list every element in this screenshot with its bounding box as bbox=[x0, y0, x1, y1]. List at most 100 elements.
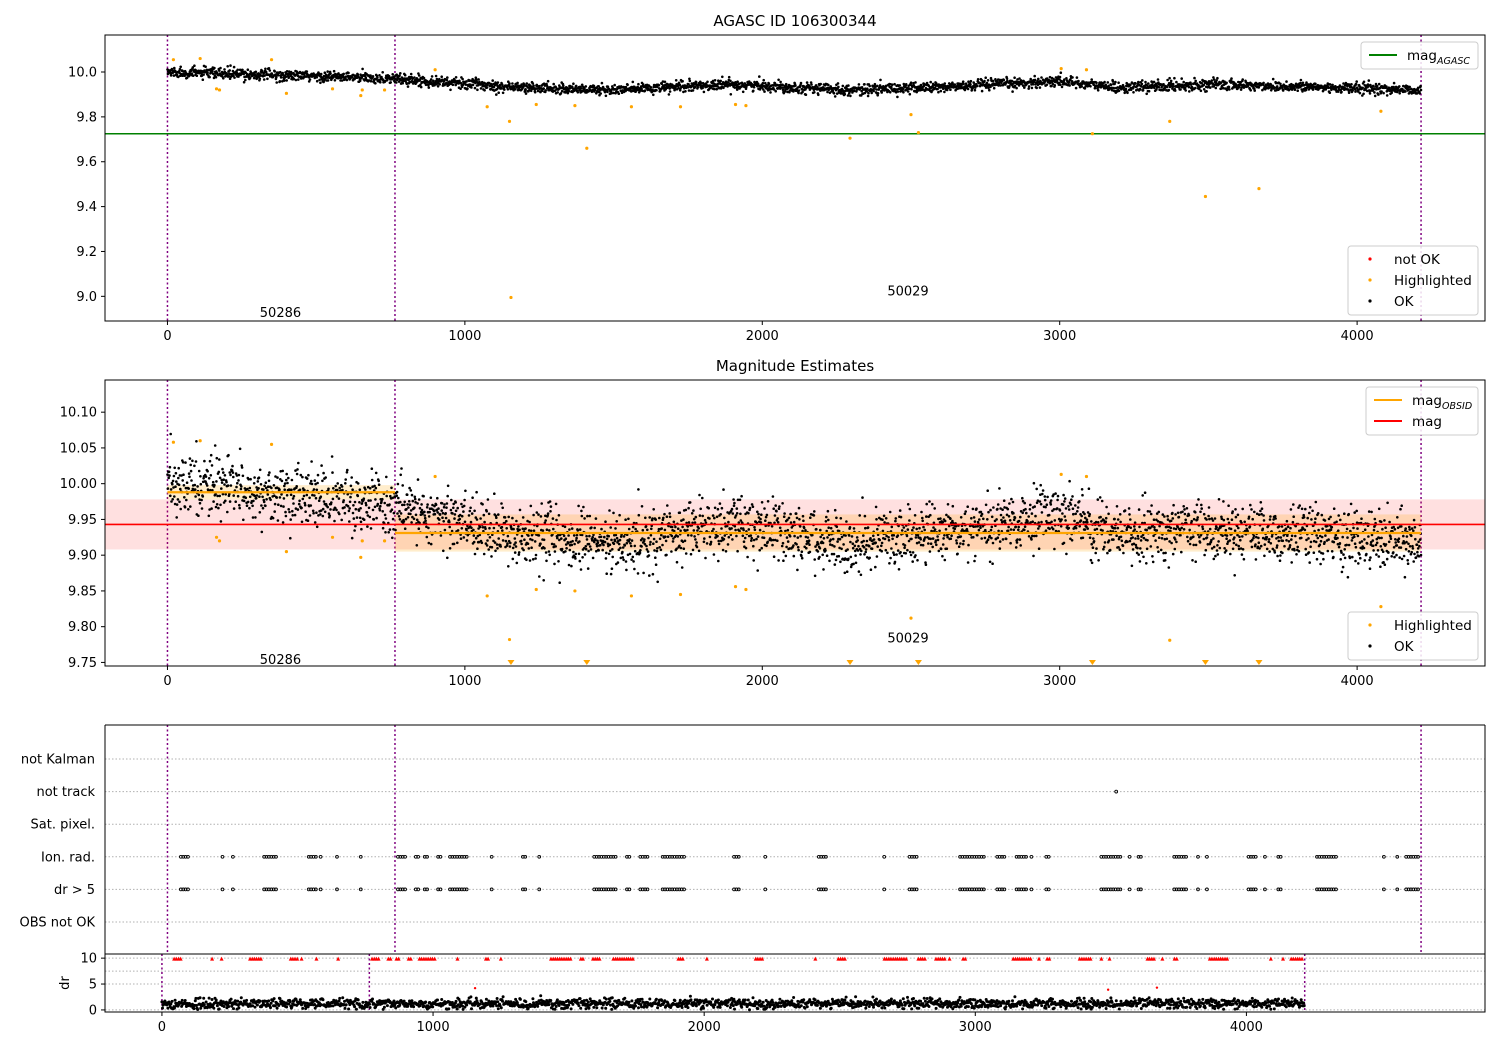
ok-point bbox=[1071, 76, 1074, 79]
ok-point bbox=[560, 547, 564, 551]
ok-point bbox=[324, 476, 328, 479]
ok-point bbox=[1168, 76, 1171, 80]
ok-point bbox=[1215, 79, 1218, 82]
ok-point bbox=[762, 536, 766, 540]
legend-entry-label: not OK bbox=[1394, 252, 1441, 268]
ok-point bbox=[624, 85, 628, 89]
ok-point bbox=[399, 500, 402, 504]
legend-box bbox=[1360, 41, 1479, 70]
ok-point bbox=[610, 567, 614, 570]
ok-point bbox=[460, 502, 463, 506]
ok-point bbox=[597, 549, 600, 552]
ok-point bbox=[770, 525, 774, 528]
ok-point bbox=[1123, 91, 1126, 95]
ok-point bbox=[961, 80, 965, 83]
ok-point bbox=[213, 483, 216, 487]
ok-point bbox=[1112, 86, 1116, 90]
legend-label-subscript: AGASC bbox=[1436, 56, 1470, 67]
ok-point bbox=[760, 546, 763, 550]
legend-dot-marker bbox=[1368, 257, 1372, 261]
ok-point bbox=[760, 501, 764, 504]
ok-point bbox=[442, 505, 446, 509]
ok-point bbox=[564, 550, 567, 553]
ok-point bbox=[428, 510, 431, 514]
ok-point bbox=[348, 520, 351, 523]
ok-point bbox=[450, 529, 454, 533]
ok-point bbox=[462, 536, 466, 539]
ok-point bbox=[279, 504, 283, 508]
ok-point bbox=[625, 568, 628, 572]
ok-point bbox=[1274, 81, 1278, 85]
ok-point bbox=[647, 554, 651, 557]
ok-point bbox=[576, 529, 580, 532]
ok-point bbox=[654, 556, 657, 559]
ok-point bbox=[943, 90, 946, 94]
ok-point bbox=[534, 553, 538, 557]
ok-point bbox=[736, 80, 739, 83]
ok-point bbox=[206, 469, 209, 473]
ok-point bbox=[371, 508, 375, 512]
ok-point bbox=[544, 551, 548, 554]
ok-point bbox=[294, 507, 298, 510]
ok-point bbox=[187, 508, 190, 511]
ok-point bbox=[283, 488, 287, 492]
ok-point bbox=[487, 512, 491, 516]
ok-point bbox=[1182, 80, 1185, 84]
ok-point bbox=[851, 542, 855, 545]
legend-label-main: Highlighted bbox=[1394, 273, 1472, 289]
ok-point bbox=[315, 525, 319, 529]
ok-point bbox=[403, 500, 407, 504]
ok-point bbox=[548, 553, 551, 557]
ok-point bbox=[644, 525, 648, 528]
ok-point bbox=[1035, 86, 1038, 90]
ok-point bbox=[655, 540, 658, 543]
ok-point bbox=[449, 508, 453, 512]
ok-point bbox=[966, 87, 970, 91]
ok-point bbox=[862, 534, 865, 537]
ok-point bbox=[228, 72, 231, 75]
ok-point bbox=[633, 549, 637, 553]
ok-point bbox=[485, 544, 489, 547]
ok-point bbox=[392, 528, 395, 531]
ok-point bbox=[369, 74, 372, 77]
ok-point bbox=[801, 90, 804, 94]
ok-point bbox=[227, 453, 230, 457]
ok-point bbox=[273, 70, 277, 73]
ok-point bbox=[210, 507, 213, 510]
ok-point bbox=[372, 489, 376, 492]
ok-point bbox=[308, 78, 312, 81]
ok-point bbox=[496, 81, 500, 84]
ok-point bbox=[1144, 80, 1147, 84]
ok-point bbox=[863, 83, 866, 86]
ok-point bbox=[398, 74, 401, 77]
ok-point bbox=[560, 537, 563, 540]
ok-point bbox=[204, 65, 207, 68]
ok-point bbox=[985, 81, 989, 85]
ok-point bbox=[1344, 81, 1348, 85]
ok-point bbox=[630, 539, 634, 542]
ok-point bbox=[401, 503, 404, 507]
ok-point bbox=[331, 497, 335, 501]
ok-point bbox=[520, 534, 524, 538]
ok-point bbox=[614, 527, 617, 530]
ok-point bbox=[215, 456, 219, 460]
ok-point bbox=[248, 495, 252, 499]
ok-point bbox=[574, 552, 578, 556]
ok-point bbox=[517, 553, 521, 556]
ok-point bbox=[422, 494, 425, 498]
ok-point bbox=[383, 501, 387, 505]
ok-point bbox=[245, 504, 249, 508]
ok-point bbox=[829, 526, 833, 530]
ok-point bbox=[599, 535, 603, 539]
ok-point bbox=[351, 511, 355, 515]
ok-point bbox=[868, 544, 871, 548]
ok-point bbox=[328, 514, 332, 517]
ok-point bbox=[289, 493, 293, 497]
ok-point bbox=[875, 518, 878, 521]
ok-point bbox=[880, 549, 883, 553]
ok-point bbox=[1385, 85, 1388, 88]
ok-point bbox=[740, 494, 743, 498]
ok-point bbox=[676, 535, 680, 538]
ok-point bbox=[527, 89, 531, 92]
ok-point bbox=[238, 68, 242, 72]
